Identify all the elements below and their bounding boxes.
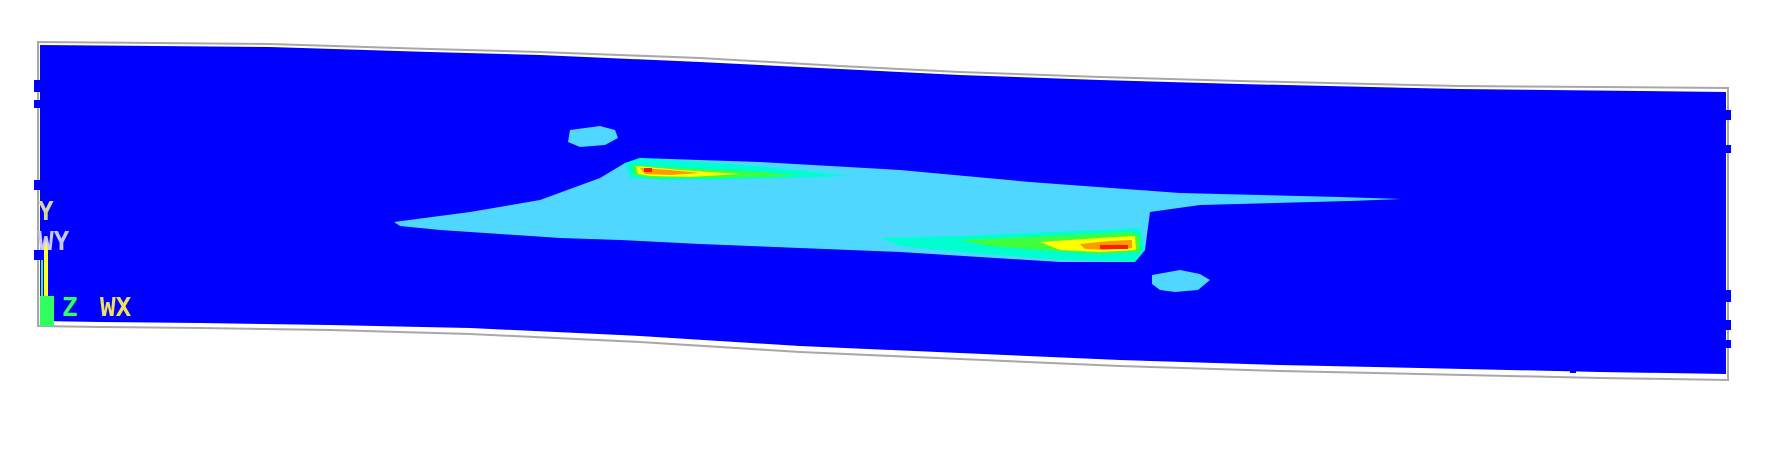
contour-band-cyan-patch [1152, 270, 1210, 292]
contour-band-cyan [394, 158, 1400, 262]
triad-label-z: Z [62, 293, 78, 323]
contour-band-cyan-patch [568, 126, 618, 147]
triad-origin [40, 296, 54, 326]
triad-label-wx: WX [100, 293, 132, 323]
contour-band-red [1100, 245, 1128, 249]
contour-band-orange [640, 168, 700, 175]
edge-artifacts [34, 80, 1731, 373]
triad-label-wy: WY [38, 227, 70, 257]
triad-label-y: Y [38, 197, 54, 227]
contour-band-red [644, 168, 652, 172]
coordinate-triad: Y WY Z WX [38, 197, 132, 326]
